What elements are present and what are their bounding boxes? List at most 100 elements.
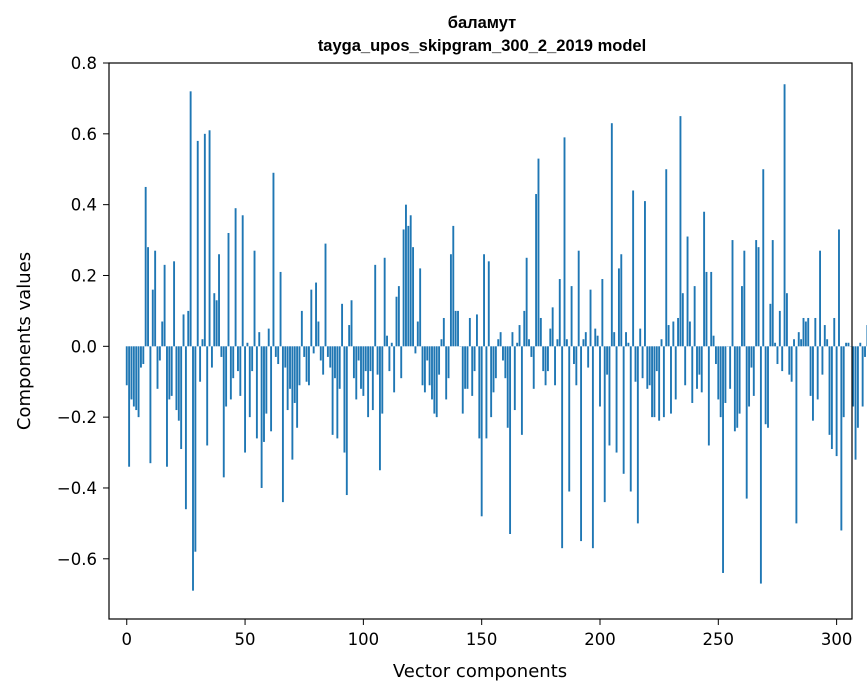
bar (670, 346, 672, 414)
bar (423, 346, 426, 393)
bar (298, 346, 301, 386)
bar (397, 286, 400, 347)
bar (788, 346, 791, 375)
bar (199, 346, 202, 382)
bar (750, 346, 753, 368)
bar (308, 346, 310, 386)
bar (674, 346, 677, 400)
bar (367, 346, 370, 418)
bar (229, 346, 232, 400)
bar (196, 140, 199, 347)
bar (724, 346, 727, 403)
bar (383, 257, 386, 347)
plot-frame (108, 62, 853, 620)
bar (215, 300, 218, 347)
bar (305, 346, 308, 382)
bar (842, 346, 845, 418)
bar (300, 310, 303, 347)
bar (771, 240, 774, 347)
bar (374, 264, 377, 347)
bar (809, 346, 812, 396)
bar (258, 332, 261, 347)
bar (395, 296, 398, 347)
bar (187, 310, 190, 347)
bar (629, 346, 632, 492)
y-tick-label: 0.4 (71, 196, 97, 215)
bar (733, 346, 736, 432)
bar (781, 346, 784, 372)
bar (556, 339, 559, 347)
bar (440, 339, 443, 347)
bar (447, 346, 450, 379)
bar (248, 346, 251, 418)
bar (255, 346, 258, 439)
bar (426, 346, 429, 361)
bar (561, 346, 564, 549)
bar (492, 346, 495, 393)
bar (601, 279, 604, 347)
bar (480, 346, 483, 517)
bar (386, 335, 388, 347)
bar (608, 346, 611, 446)
bar (317, 321, 320, 347)
bar (627, 342, 630, 347)
bar (132, 346, 135, 407)
bar (433, 346, 436, 414)
bar (681, 293, 684, 347)
bar (312, 346, 315, 354)
bar (319, 346, 322, 361)
bar (804, 321, 807, 347)
bar (577, 250, 580, 347)
chart-title-line-1: баламут (448, 14, 516, 32)
bar (800, 339, 803, 347)
bar (291, 346, 294, 460)
bar (542, 346, 545, 372)
bar (485, 346, 488, 439)
bar (691, 346, 694, 403)
bar (168, 346, 171, 400)
bar (338, 346, 341, 389)
x-tick-label: 250 (703, 630, 735, 649)
bar (769, 303, 772, 347)
bar (336, 346, 339, 439)
bar (558, 279, 561, 347)
bar (535, 194, 538, 347)
bar (672, 321, 675, 347)
bar (154, 250, 157, 347)
bar (208, 130, 211, 347)
bar (662, 346, 665, 418)
bar (341, 303, 344, 347)
bar (487, 261, 490, 347)
bar (478, 346, 481, 439)
y-tick-label: −0.4 (57, 479, 97, 498)
y-tick-label: 0.0 (71, 337, 97, 356)
bar (563, 137, 566, 347)
bar (639, 328, 642, 347)
bar (696, 346, 698, 389)
bar (518, 325, 521, 347)
bar (622, 346, 625, 474)
bar (757, 247, 760, 347)
bar (267, 328, 270, 347)
bar (140, 346, 142, 368)
bar (175, 346, 178, 411)
bar (665, 169, 668, 347)
bar (350, 300, 353, 347)
bar (802, 317, 805, 347)
bar (743, 250, 746, 347)
bar (776, 346, 779, 365)
bar (587, 346, 590, 368)
bar (861, 346, 864, 407)
bar (589, 289, 592, 347)
bar (679, 116, 682, 347)
bar (251, 346, 254, 372)
bar (684, 346, 687, 386)
bar (438, 346, 441, 375)
bar (177, 346, 180, 421)
bar (632, 190, 635, 347)
bar (206, 346, 209, 446)
bar (227, 232, 230, 347)
bar (284, 346, 287, 368)
bar (599, 346, 601, 407)
bar (859, 342, 862, 347)
